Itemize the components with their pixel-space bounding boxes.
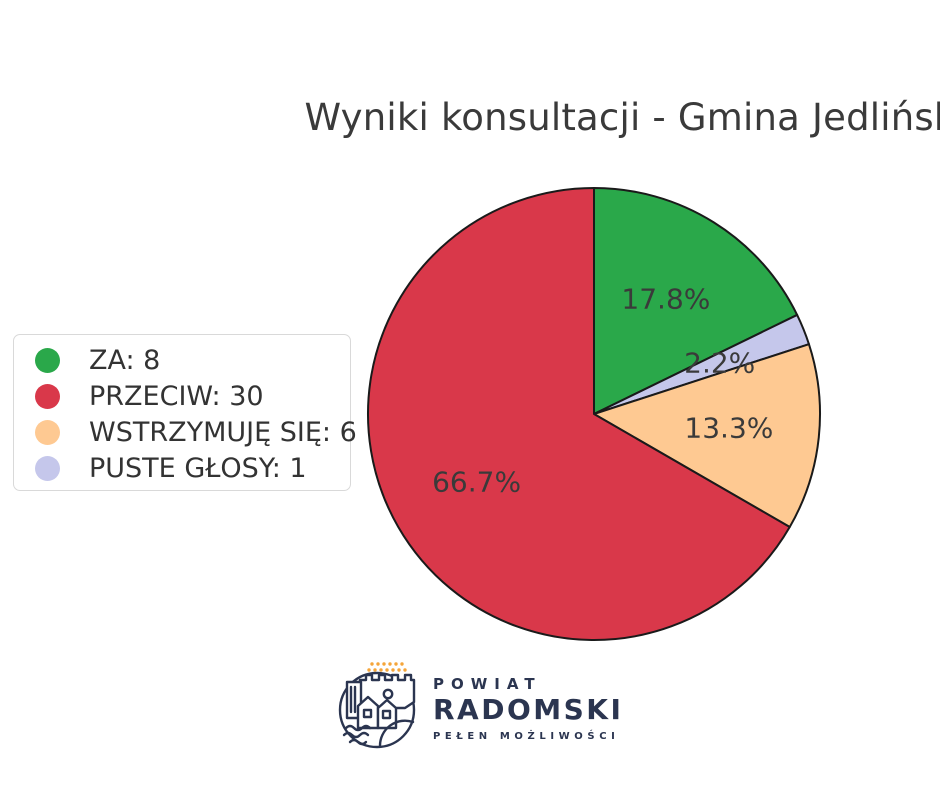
legend-marker-wstrzymuje bbox=[35, 419, 60, 445]
logo-text: POWIAT RADOMSKI PEŁEN MOŻLIWOŚCI bbox=[433, 677, 623, 742]
pct-label-przeciw: 66.7% bbox=[432, 465, 521, 498]
chart-title: Wyniki konsultacji - Gmina Jedlińsk bbox=[304, 96, 940, 139]
pie-slice-przeciw bbox=[367, 187, 791, 641]
legend-marker-puste bbox=[35, 455, 60, 481]
pct-label-puste-g-osy: 2.2% bbox=[684, 347, 755, 380]
legend-item-za: ZA: 8 bbox=[14, 342, 350, 378]
logo-powiat: POWIAT bbox=[433, 675, 542, 693]
logo-accent-dots bbox=[367, 662, 407, 672]
legend-marker-przeciw bbox=[35, 383, 60, 409]
legend-label-puste: PUSTE GŁOSY: 1 bbox=[89, 452, 307, 484]
legend-label-przeciw: PRZECIW: 30 bbox=[89, 380, 264, 412]
legend-label-za: ZA: 8 bbox=[89, 344, 161, 376]
legend-item-puste: PUSTE GŁOSY: 1 bbox=[14, 450, 350, 486]
legend-item-przeciw: PRZECIW: 30 bbox=[14, 378, 350, 414]
castle-emblem-icon bbox=[338, 662, 416, 749]
pie-slice-wstrzymuj-si- bbox=[593, 343, 822, 528]
legend-label-wstrzymuje: WSTRZYMUJĘ SIĘ: 6 bbox=[89, 416, 357, 448]
pie-slice-za bbox=[593, 187, 799, 415]
pct-label-za: 17.8% bbox=[621, 283, 710, 316]
legend-item-wstrzymuje: WSTRZYMUJĘ SIĘ: 6 bbox=[14, 414, 357, 450]
pct-label-wstrzymuj-si-: 13.3% bbox=[684, 412, 773, 445]
legend: ZA: 8 PRZECIW: 30 WSTRZYMUJĘ SIĘ: 6 PUST… bbox=[13, 334, 357, 491]
logo-radomski: RADOMSKI bbox=[433, 693, 624, 726]
logo-slogan: PEŁEN MOŻLIWOŚCI bbox=[433, 731, 620, 742]
powiat-radomski-logo: POWIAT RADOMSKI PEŁEN MOŻLIWOŚCI bbox=[330, 656, 623, 752]
legend-marker-za bbox=[35, 347, 60, 373]
